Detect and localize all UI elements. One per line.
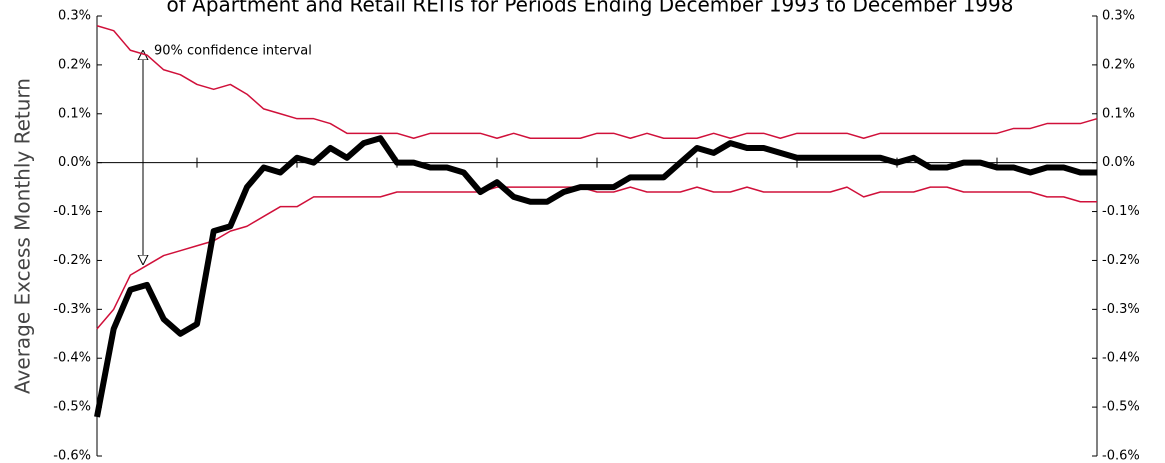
y2-tick-label: -0.5% [1102,400,1140,415]
y-tick-label: -0.1% [53,204,91,219]
y2-tick-label: -0.2% [1102,253,1140,268]
y-tick-label: -0.2% [53,253,91,268]
chart-title: of Apartment and Retail REITs for Period… [167,0,1014,17]
y-axis-label: Average Excess Monthly Return [11,78,35,394]
y2-tick-label: -0.4% [1102,351,1140,366]
y-tick-label: 0.0% [58,155,91,170]
y-tick-label: 0.2% [58,57,91,72]
y-tick-label: -0.3% [53,302,91,317]
y2-tick-label: -0.6% [1102,449,1140,463]
y2-tick-label: -0.1% [1102,204,1140,219]
series-line [94,135,1097,418]
y2-tick-label: 0.3% [1102,9,1135,24]
y-tick-label: -0.4% [53,351,91,366]
series-line [96,25,1098,139]
y-tick-label: 0.3% [58,9,91,24]
series-line [96,186,1097,330]
annotation: 90% confidence interval [154,44,312,59]
y2-tick-label: 0.1% [1102,106,1135,121]
y-tick-label: -0.6% [53,449,91,463]
y2-tick-label: -0.3% [1102,302,1140,317]
y-tick-label: 0.1% [58,106,91,121]
y-tick-label: -0.5% [53,400,91,415]
y2-tick-label: 0.0% [1102,155,1135,170]
y2-tick-label: 0.2% [1102,57,1135,72]
